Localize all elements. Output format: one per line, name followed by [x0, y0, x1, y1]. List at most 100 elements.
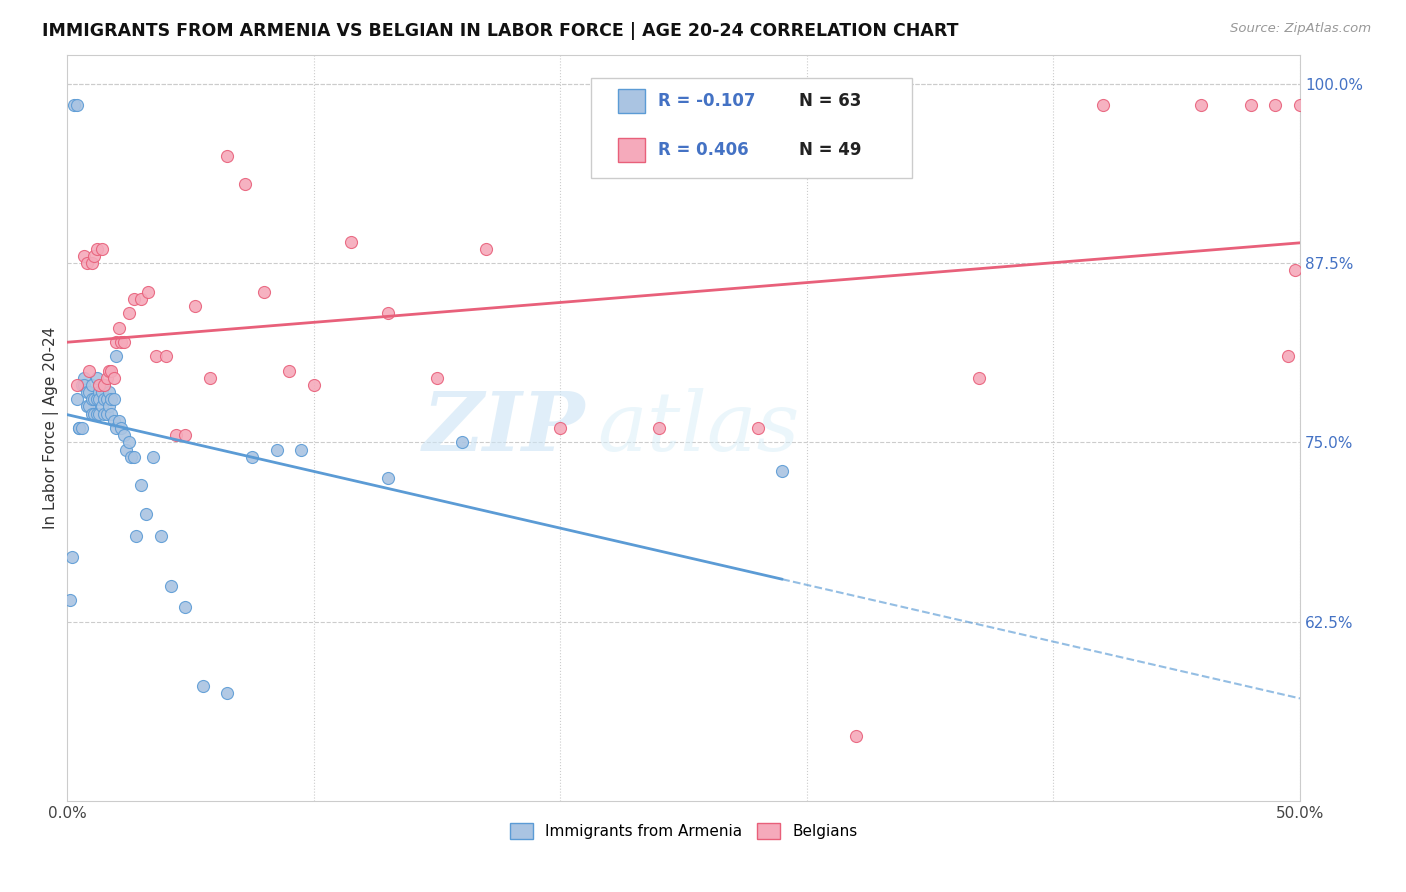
Point [73, 378, 96, 392]
Point [93, 378, 115, 392]
FancyBboxPatch shape [591, 78, 911, 178]
Point [174, 428, 197, 442]
Point [58, 593, 80, 607]
Point [76, 400, 98, 414]
Point [145, 349, 167, 363]
Point [90, 242, 112, 256]
Point [80, 256, 103, 270]
Point [174, 600, 197, 615]
Point [108, 320, 131, 334]
Point [93, 407, 115, 421]
Point [67, 421, 90, 435]
Point [105, 349, 128, 363]
Point [98, 400, 121, 414]
Point [70, 378, 93, 392]
Point [426, 371, 449, 385]
Point [302, 378, 325, 392]
Point [105, 334, 128, 349]
Point [125, 528, 148, 542]
Point [339, 235, 361, 249]
Point [278, 364, 301, 378]
Point [79, 364, 101, 378]
Point [122, 292, 145, 306]
Point [108, 414, 131, 428]
Point [89, 392, 111, 407]
Point [73, 371, 96, 385]
Point [73, 249, 96, 263]
Point [142, 450, 165, 464]
Point [103, 392, 125, 407]
Point [110, 334, 132, 349]
Point [80, 378, 103, 392]
Point [93, 392, 115, 407]
Point [138, 285, 160, 299]
Point [1277, 349, 1299, 363]
Point [76, 385, 98, 400]
Text: R = -0.107: R = -0.107 [658, 93, 755, 111]
Point [86, 371, 108, 385]
Text: IMMIGRANTS FROM ARMENIA VS BELGIAN IN LABOR FORCE | AGE 20-24 CORRELATION CHART: IMMIGRANTS FROM ARMENIA VS BELGIAN IN LA… [42, 22, 959, 40]
Legend: Immigrants from Armenia, Belgians: Immigrants from Armenia, Belgians [503, 817, 863, 846]
Point [969, 371, 991, 385]
Point [475, 242, 498, 256]
Point [149, 528, 172, 542]
Point [100, 364, 122, 378]
Point [1240, 98, 1263, 112]
Point [1289, 98, 1312, 112]
Point [129, 292, 152, 306]
Point [1091, 98, 1114, 112]
Point [90, 385, 112, 400]
Point [165, 428, 187, 442]
Point [66, 98, 89, 112]
Point [89, 378, 111, 392]
Point [548, 421, 571, 435]
Point [155, 349, 177, 363]
Point [83, 392, 105, 407]
Text: ZIP: ZIP [422, 388, 585, 468]
Point [747, 421, 769, 435]
Point [103, 414, 125, 428]
Point [845, 729, 868, 743]
Point [66, 378, 89, 392]
Point [450, 435, 472, 450]
Point [96, 392, 118, 407]
Point [120, 450, 142, 464]
Point [63, 98, 86, 112]
Point [93, 378, 115, 392]
FancyBboxPatch shape [619, 138, 645, 161]
Point [79, 385, 101, 400]
Point [217, 148, 239, 162]
Point [184, 299, 207, 313]
Point [290, 442, 312, 457]
Point [377, 306, 399, 320]
Point [648, 421, 671, 435]
Point [377, 471, 399, 485]
Point [66, 392, 89, 407]
Point [122, 450, 145, 464]
Point [83, 249, 105, 263]
Point [76, 256, 98, 270]
Point [86, 392, 108, 407]
Point [80, 407, 103, 421]
Point [118, 306, 141, 320]
Text: atlas: atlas [598, 388, 800, 468]
Point [198, 371, 221, 385]
Point [135, 507, 157, 521]
Point [118, 435, 141, 450]
Point [1189, 98, 1212, 112]
Point [191, 679, 214, 693]
Point [159, 579, 181, 593]
Text: R = 0.406: R = 0.406 [658, 141, 748, 159]
Point [103, 371, 125, 385]
Point [83, 407, 105, 421]
Point [112, 428, 135, 442]
Point [110, 421, 132, 435]
Point [233, 178, 256, 192]
Point [770, 464, 793, 478]
Point [90, 400, 112, 414]
Point [96, 407, 118, 421]
Point [100, 407, 122, 421]
Point [129, 478, 152, 492]
Point [89, 385, 111, 400]
Point [1284, 263, 1306, 277]
